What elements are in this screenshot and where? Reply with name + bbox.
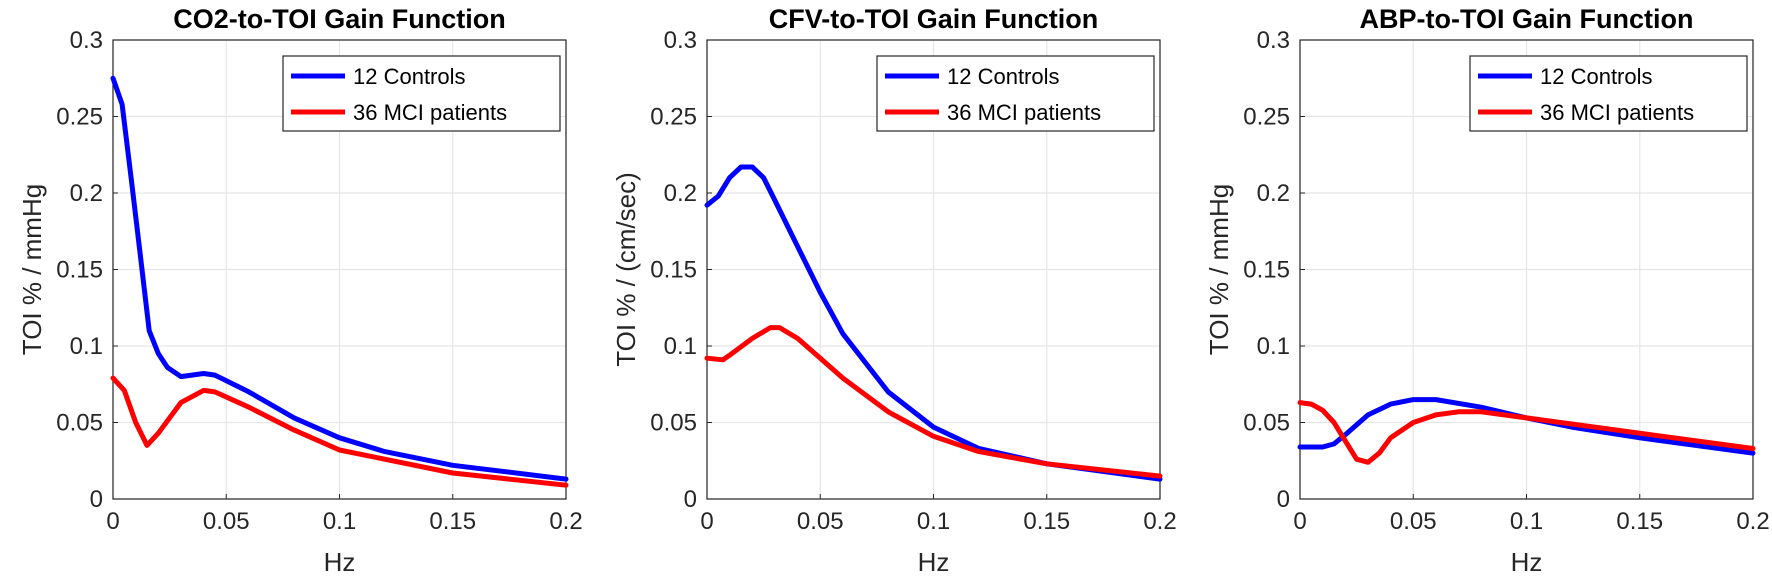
series-line-controls <box>704 164 1163 482</box>
x-tick-label: 0 <box>700 508 713 535</box>
y-tick-label: 0.2 <box>664 180 697 207</box>
x-axis-label: Hz <box>324 547 356 577</box>
chart-panel-3: 0 0.05 0.1 0.15 0.2 0 0.05 0.1 0.15 0.2 0.25 0.3 12 … <box>1204 4 1770 577</box>
series-line-controls <box>1297 397 1756 456</box>
chart-panel-2: 0 0.05 0.1 0.15 0.2 0 0.05 0.1 0.15 0.2 0.25 0.3 12 … <box>611 4 1177 577</box>
legend-label: 12 Controls <box>353 64 466 89</box>
x-tick-label: 0.2 <box>549 508 582 535</box>
y-axis-label: TOI % / mmHg <box>1204 184 1234 355</box>
y-tick-label: 0.15 <box>650 257 697 284</box>
plot-area-frame <box>706 39 1161 500</box>
x-tick-label: 0 <box>106 508 119 535</box>
y-tick-label: 0 <box>90 486 103 513</box>
plot-area-frame <box>112 39 567 500</box>
legend-box <box>876 55 1155 132</box>
y-tick-label: 0.3 <box>70 27 103 54</box>
y-tick-label: 0.25 <box>1243 104 1290 131</box>
x-tick-label: 0.05 <box>1390 508 1437 535</box>
x-tick-label: 0.1 <box>323 508 356 535</box>
legend-label: 12 Controls <box>947 64 1060 89</box>
series-line-mci-patients <box>1297 400 1756 465</box>
y-tick-label: 0.05 <box>1243 410 1290 437</box>
y-tick-label: 0.1 <box>664 333 697 360</box>
chart-title: ABP-to-TOI Gain Function <box>1360 4 1694 34</box>
chart-title: CFV-to-TOI Gain Function <box>769 4 1098 34</box>
x-tick-label: 0.05 <box>203 508 250 535</box>
legend-label: 36 MCI patients <box>1540 100 1694 125</box>
x-axis-label: Hz <box>918 547 950 577</box>
y-axis-label: TOI % / mmHg <box>17 184 47 355</box>
legend: 12 Controls 36 MCI patients <box>876 55 1155 132</box>
x-tick-label: 0.15 <box>1616 508 1663 535</box>
series-line-mci-patients <box>110 375 569 488</box>
x-tick-label: 0.1 <box>917 508 950 535</box>
x-axis-label: Hz <box>1511 547 1543 577</box>
y-tick-label: 0.25 <box>650 104 697 131</box>
y-tick-label: 0.15 <box>1243 257 1290 284</box>
legend-box <box>1469 55 1748 132</box>
y-tick-label: 0.25 <box>56 104 103 131</box>
legend: 12 Controls 36 MCI patients <box>1469 55 1748 132</box>
y-tick-label: 0.3 <box>664 27 697 54</box>
x-tick-label: 0.2 <box>1736 508 1769 535</box>
chart-panel-1: 0 0.05 0.1 0.15 0.2 0 0.05 0.1 0.15 0.2 0.25 0.3 12 … <box>17 4 583 577</box>
x-tick-label: 0.1 <box>1510 508 1543 535</box>
y-tick-label: 0 <box>684 486 697 513</box>
legend-box <box>282 55 561 132</box>
y-tick-label: 0.2 <box>1257 180 1290 207</box>
x-tick-label: 0 <box>1293 508 1306 535</box>
x-tick-label: 0.15 <box>429 508 476 535</box>
plot-area-frame <box>1299 39 1754 500</box>
y-tick-label: 0 <box>1277 486 1290 513</box>
chart-title: CO2-to-TOI Gain Function <box>173 4 505 34</box>
legend-label: 12 Controls <box>1540 64 1653 89</box>
series-line-mci-patients <box>704 325 1163 479</box>
y-tick-label: 0.1 <box>70 333 103 360</box>
legend-label: 36 MCI patients <box>947 100 1101 125</box>
y-tick-label: 0.05 <box>650 410 697 437</box>
y-tick-label: 0.15 <box>56 257 103 284</box>
legend: 12 Controls 36 MCI patients <box>282 55 561 132</box>
series-line-controls <box>110 75 569 482</box>
x-tick-label: 0.05 <box>797 508 844 535</box>
x-tick-label: 0.2 <box>1143 508 1176 535</box>
legend-label: 36 MCI patients <box>353 100 507 125</box>
x-tick-label: 0.15 <box>1023 508 1070 535</box>
y-tick-label: 0.3 <box>1257 27 1290 54</box>
y-axis-label: TOI % / (cm/sec) <box>611 172 641 367</box>
y-tick-label: 0.1 <box>1257 333 1290 360</box>
y-tick-label: 0.05 <box>56 410 103 437</box>
y-tick-label: 0.2 <box>70 180 103 207</box>
